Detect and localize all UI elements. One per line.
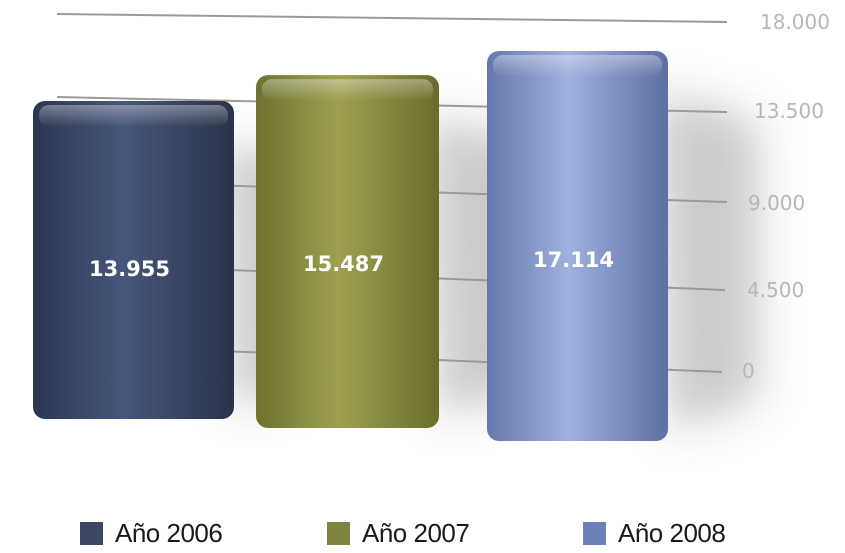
bar-año-2008: [487, 51, 668, 441]
gridline: [56, 13, 728, 23]
legend-label: Año 2008: [618, 517, 726, 548]
legend-swatch: [80, 521, 103, 545]
bar-shadow: [658, 91, 758, 431]
legend-label: Año 2007: [362, 517, 470, 548]
legend-label: Año 2006: [115, 517, 223, 548]
bar-top-bevel: [262, 79, 433, 102]
y-tick-label: 4.500: [747, 278, 804, 302]
y-tick-label: 13.500: [754, 99, 824, 123]
y-axis-ticks: 0 4.500 9.000 13.500 18.000: [742, 10, 830, 383]
y-tick-label: 18.000: [760, 10, 830, 34]
legend-item: Año 2008: [583, 516, 726, 550]
bar-top-bevel: [39, 104, 228, 127]
bar-top-bevel: [493, 55, 662, 77]
legend-swatch: [327, 521, 350, 545]
bar-año-2006: [33, 100, 234, 419]
bar-value-label: 15.487: [303, 252, 384, 276]
bar-value-label: 17.114: [533, 248, 614, 272]
y-tick-label: 9.000: [748, 191, 805, 215]
legend-item: Año 2006: [80, 516, 223, 550]
legend-item: Año 2007: [327, 516, 470, 550]
y-tick-label: 0: [742, 359, 755, 383]
bar-año-2007: [256, 75, 439, 428]
bars: 13.955 15.487 17.114: [33, 51, 668, 441]
bar-value-label: 13.955: [89, 257, 170, 281]
legend-swatch: [583, 521, 606, 545]
